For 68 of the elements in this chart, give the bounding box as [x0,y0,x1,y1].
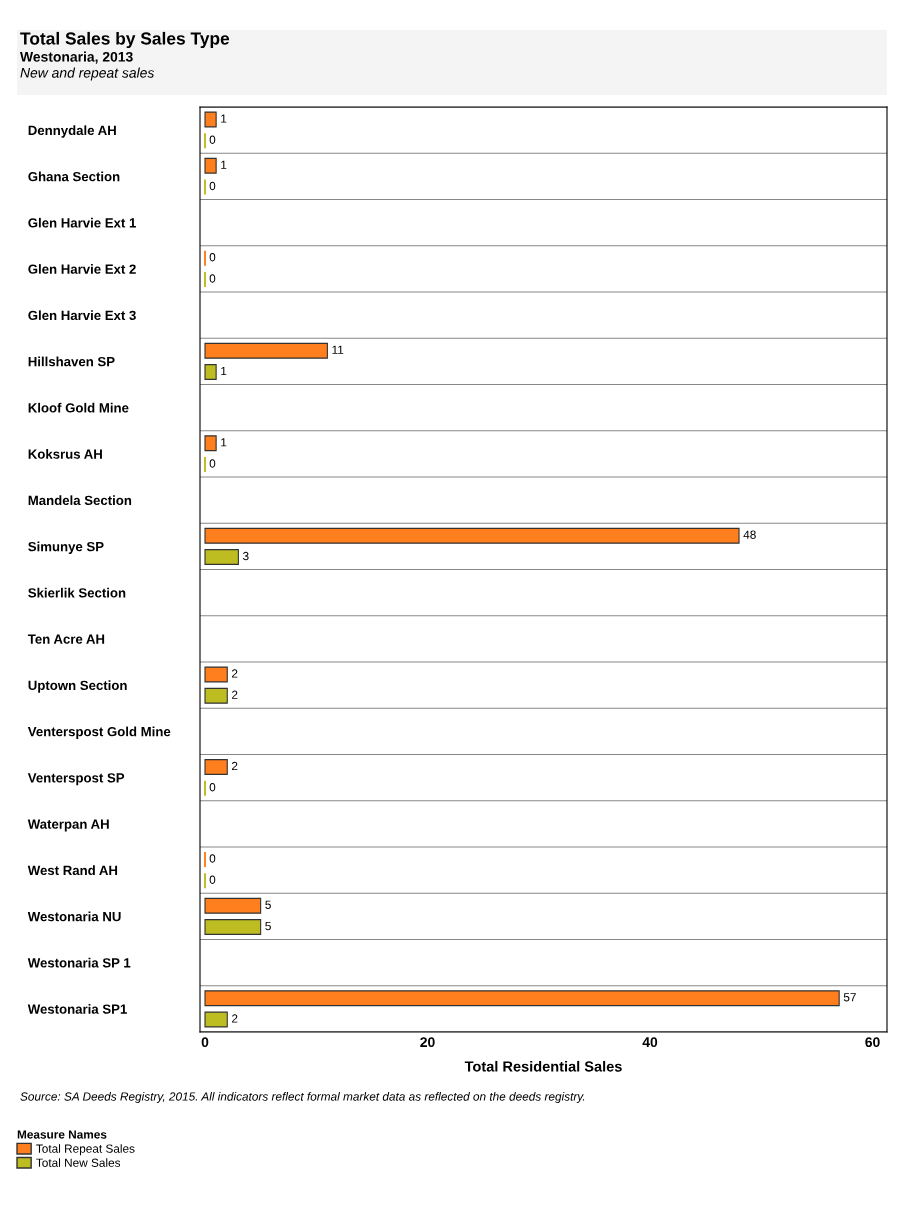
data-label: 1 [221,114,227,123]
x-tick-label: 40 [642,1037,658,1048]
y-tick-label: Ghana Section [28,171,120,182]
data-label: 2 [232,669,238,678]
x-axis-title: Total Residential Sales [464,1060,622,1072]
x-tick-label: 0 [201,1037,209,1048]
y-tick-label: Ten Acre AH [27,634,105,644]
data-label: 0 [209,135,216,144]
y-tick-label: Simunye SP [28,541,104,554]
data-label: 1 [221,366,227,376]
y-tick-label: Westonaria NU [27,911,121,922]
data-label: 0 [209,875,216,884]
text: Westonaria, 2013 [20,51,133,64]
bar [204,111,217,128]
data-label: 2 [232,690,238,699]
bar [204,990,840,1007]
data-label: 2 [232,1014,238,1023]
data-label: 5 [265,900,271,909]
legend-title: Measure Names [17,1130,107,1139]
y-tick-label: Glen Harvie Ext 1 [28,217,136,228]
data-label: 1 [221,438,227,447]
data-label: 57 [843,993,856,1002]
y-tick-label: Glen Harvie Ext 3 [28,310,136,321]
y-tick-label: Hillshaven SP [28,356,115,367]
data-label: 0 [209,274,216,283]
y-tick-label: Uptown Section [28,680,127,693]
y-tick-label: Kloof Gold Mine [28,402,129,413]
bar [204,919,262,935]
bar [204,157,217,174]
data-label: 0 [209,783,216,792]
y-tick-label: Skierlik Section [28,587,126,598]
y-tick-label: Koksrus AH [28,449,102,459]
legend-label: Total Repeat Sales [36,1144,135,1156]
bar [204,666,228,683]
text: New and repeat sales [20,67,155,81]
y-tick-label: West Rand AH [27,865,118,876]
chart-title: Total Sales by Sales Type [20,31,230,49]
legend-label: Total New Sales [36,1158,121,1167]
bar [204,435,217,452]
bar [204,549,239,565]
bar [204,527,740,544]
data-label: 2 [232,761,238,771]
bar [204,687,228,704]
data-label: 0 [209,459,216,468]
data-label: 3 [243,551,249,561]
bar [204,759,228,775]
y-tick-label: Waterpan AH [27,819,109,832]
y-tick-label: Westonaria SP 1 [27,957,131,968]
bar [204,364,217,380]
data-label: 0 [209,181,216,191]
x-tick-label: 60 [865,1037,880,1048]
data-label: 0 [209,854,216,863]
y-tick-label: Westonaria SP1 [27,1004,127,1014]
y-tick-label: Glen Harvie Ext 2 [28,264,136,274]
y-tick-label: Dennydale AH [28,125,116,138]
source-note: Source: SA Deeds Registry, 2015. All indicators reflect formal market data as reflected on the deeds registry. [20,1092,585,1104]
data-label: 11 [332,345,344,354]
y-tick-label: Mandela Section [28,495,132,506]
data-label: 48 [743,530,756,539]
y-tick-label: Venterspost Gold Mine [27,726,171,739]
bar [204,897,262,914]
bar [204,342,328,359]
data-label: 0 [209,253,216,262]
y-tick-label: Venterspost SP [27,773,125,786]
bar [204,1011,228,1028]
data-label: 1 [221,160,227,169]
data-label: 5 [265,921,271,931]
x-tick-label: 20 [420,1037,435,1048]
